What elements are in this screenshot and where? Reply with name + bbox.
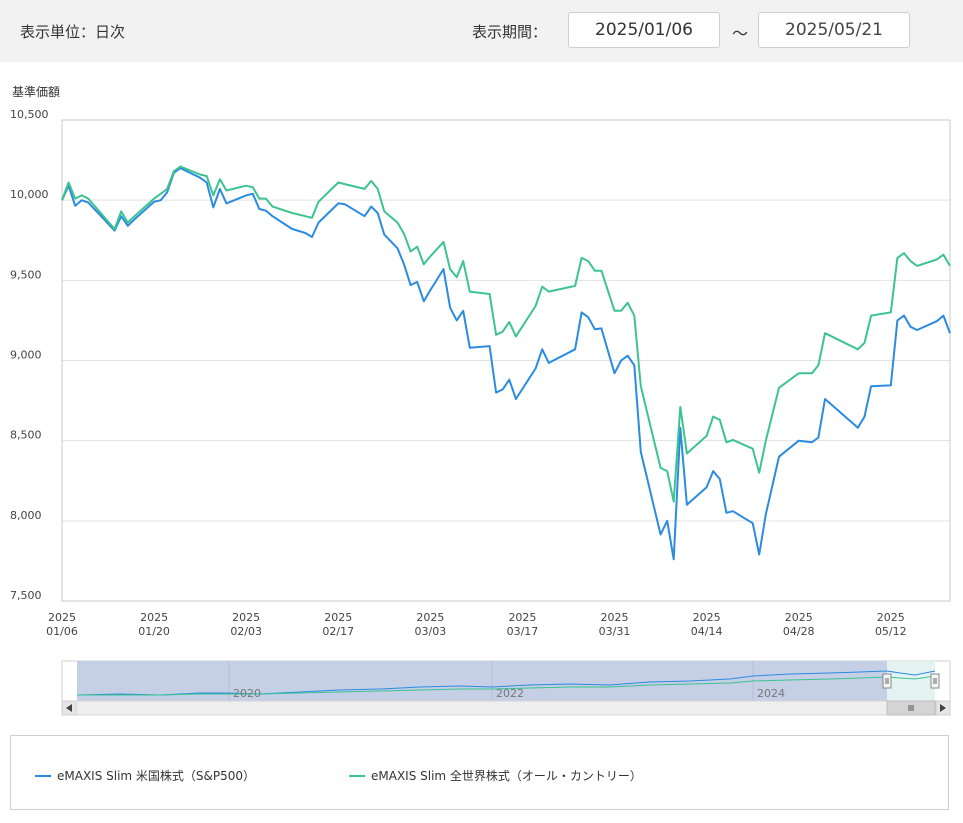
y-tick-label: 10,500 bbox=[10, 108, 49, 121]
range-navigator[interactable]: 2020 2022 2024 bbox=[61, 660, 951, 702]
display-unit-label: 表示単位：日次 bbox=[20, 23, 126, 41]
x-tick-date-label: 04/14 bbox=[691, 625, 723, 638]
x-tick-year-label: 2025 bbox=[508, 611, 536, 624]
navigator-series-allcountry bbox=[77, 675, 936, 696]
x-tick-date-label: 03/17 bbox=[507, 625, 539, 638]
plot-area bbox=[61, 119, 951, 602]
grid bbox=[62, 199, 950, 522]
x-tick-year-label: 2025 bbox=[324, 611, 352, 624]
x-axis: 202501/06202501/20202502/03202502/172025… bbox=[46, 611, 907, 638]
legend-label: eMAXIS Slim 米国株式（S&P500） bbox=[57, 769, 256, 783]
legend-item-allcountry[interactable]: eMAXIS Slim 全世界株式（オール・カントリー） bbox=[349, 767, 642, 784]
x-tick-date-label: 01/06 bbox=[46, 625, 78, 638]
x-tick-date-label: 03/03 bbox=[415, 625, 447, 638]
legend-swatch-sp500 bbox=[35, 774, 51, 777]
legend-label: eMAXIS Slim 全世界株式（オール・カントリー） bbox=[371, 769, 642, 783]
end-date-input[interactable]: 2025/05/21 bbox=[758, 12, 910, 48]
y-tick-label: 7,500 bbox=[10, 589, 42, 602]
navigator-year-label: 2024 bbox=[757, 687, 785, 700]
navigator-year-label: 2022 bbox=[496, 687, 524, 700]
navigator-selected-range[interactable] bbox=[887, 661, 935, 701]
x-tick-year-label: 2025 bbox=[785, 611, 813, 624]
navigator-series-sp500 bbox=[76, 670, 936, 696]
x-tick-date-label: 01/20 bbox=[138, 625, 170, 638]
scrollbar-track[interactable] bbox=[61, 700, 951, 716]
arrow-left-icon bbox=[66, 704, 72, 712]
x-tick-date-label: 05/12 bbox=[875, 625, 907, 638]
toolbar: 表示単位：日次 表示期間： 2025/01/06 〜 2025/05/21 bbox=[0, 0, 963, 62]
x-tick-year-label: 2025 bbox=[48, 611, 76, 624]
x-tick-year-label: 2025 bbox=[140, 611, 168, 624]
date-range-separator: 〜 bbox=[732, 24, 749, 43]
y-tick-label: 10,000 bbox=[10, 188, 49, 201]
price-chart: 基準価額 10,500 10,000 9,500 9,000 8,500 8,000 7,5… bbox=[10, 84, 951, 716]
y-tick-label: 9,500 bbox=[10, 268, 42, 281]
legend: eMAXIS Slim 米国株式（S&P500） eMAXIS Slim 全世界… bbox=[10, 735, 949, 810]
start-date-input[interactable]: 2025/01/06 bbox=[568, 12, 720, 48]
navigator-scrollbar[interactable] bbox=[61, 700, 951, 716]
x-tick-date-label: 02/03 bbox=[230, 625, 262, 638]
display-period-label: 表示期間： bbox=[472, 23, 548, 41]
x-tick-year-label: 2025 bbox=[877, 611, 905, 624]
x-tick-year-label: 2025 bbox=[232, 611, 260, 624]
navigator-year-label: 2020 bbox=[233, 687, 261, 700]
legend-swatch-allcountry bbox=[349, 774, 365, 777]
series-line-allcountry bbox=[61, 165, 951, 503]
navigator-handle-right[interactable] bbox=[930, 673, 940, 689]
series-line-sp500 bbox=[61, 167, 951, 561]
y-tick-label: 9,000 bbox=[10, 349, 42, 362]
x-tick-year-label: 2025 bbox=[416, 611, 444, 624]
y-axis: 10,500 10,000 9,500 9,000 8,500 8,000 7,500 bbox=[10, 108, 49, 602]
arrow-right-icon bbox=[940, 704, 946, 712]
navigator-handle-left[interactable] bbox=[882, 673, 892, 689]
y-tick-label: 8,500 bbox=[10, 429, 42, 442]
x-tick-year-label: 2025 bbox=[601, 611, 629, 624]
legend-item-sp500[interactable]: eMAXIS Slim 米国株式（S&P500） bbox=[35, 767, 255, 784]
series-lines bbox=[61, 165, 951, 561]
y-axis-title: 基準価額 bbox=[12, 84, 60, 99]
x-tick-date-label: 03/31 bbox=[599, 625, 631, 638]
y-tick-label: 8,000 bbox=[10, 509, 42, 522]
x-tick-date-label: 04/28 bbox=[783, 625, 815, 638]
x-tick-year-label: 2025 bbox=[693, 611, 721, 624]
x-tick-date-label: 02/17 bbox=[322, 625, 354, 638]
